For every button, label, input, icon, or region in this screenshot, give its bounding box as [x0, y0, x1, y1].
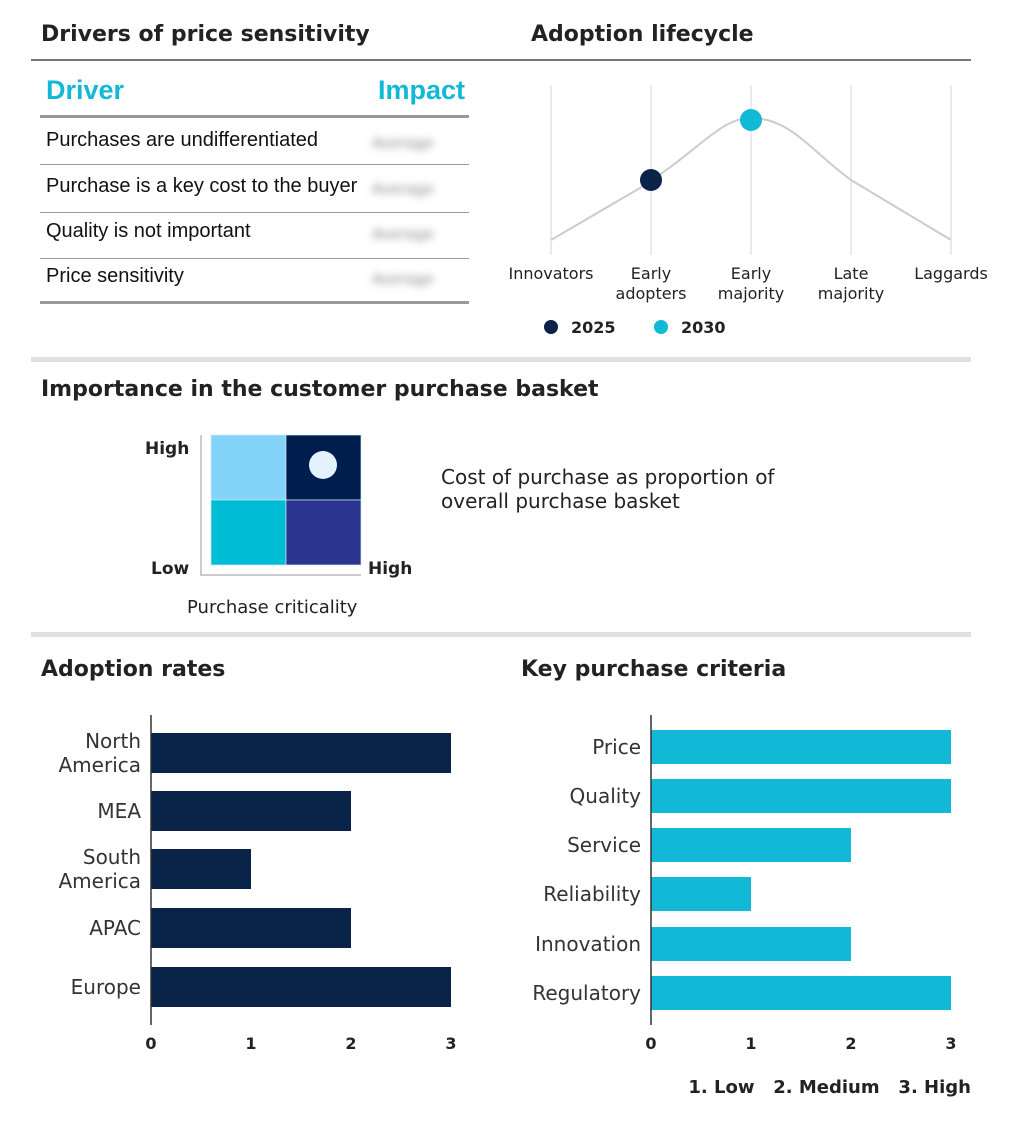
matrix-axes — [200, 435, 361, 576]
category-label: Innovation — [535, 932, 641, 956]
driver-cell: Quality is not important — [46, 220, 251, 242]
category-label: Innovators — [508, 264, 593, 283]
point-2030 — [740, 109, 762, 131]
category-label: America — [59, 869, 142, 893]
category-label: Laggards — [914, 264, 988, 283]
tick-label: 3 — [445, 1034, 456, 1053]
table-rule — [40, 115, 469, 118]
tick-label: 1 — [745, 1034, 756, 1053]
row-separator — [40, 212, 469, 213]
bar-europe — [151, 967, 451, 1007]
cell-low-low — [210, 499, 287, 566]
impact-cell: Average — [372, 134, 434, 152]
category-label: Europe — [71, 975, 141, 999]
bar-apac — [151, 908, 351, 948]
category-label: Regulatory — [532, 981, 641, 1005]
cell-low-high — [210, 434, 287, 501]
y-low-label: Low — [151, 559, 190, 579]
category-label: Price — [592, 735, 641, 759]
lifecycle-title: Adoption lifecycle — [531, 22, 754, 47]
header-rule — [31, 59, 971, 61]
adoption-rates-title: Adoption rates — [41, 657, 226, 682]
table-rule — [40, 301, 469, 304]
tick-label: 0 — [145, 1034, 156, 1053]
category-label: APAC — [89, 916, 141, 940]
bar-reliability — [651, 877, 751, 911]
bar-price — [651, 730, 951, 764]
kpc-title: Key purchase criteria — [521, 657, 787, 682]
tick-label: 3 — [945, 1034, 956, 1053]
impact-header: Impact — [377, 75, 465, 105]
category-label: MEA — [97, 799, 141, 823]
impact-cell: Average — [372, 270, 434, 288]
category-label: North — [85, 729, 141, 753]
bar-south-america — [151, 849, 251, 889]
row-separator — [40, 164, 469, 165]
matrix-xlabel: Purchase criticality — [187, 597, 358, 618]
legend-label: 2030 — [681, 318, 726, 337]
category-label: Service — [567, 833, 641, 857]
category-label: adopters — [616, 284, 687, 303]
selection-marker — [309, 451, 337, 479]
scale-legend: 1. Low 2. Medium 3. High — [688, 1077, 971, 1098]
cell-high-low — [285, 499, 362, 566]
legend-marker — [544, 320, 558, 334]
legend-marker — [654, 320, 668, 334]
category-label: Early — [731, 264, 771, 283]
section-divider — [31, 357, 971, 362]
driver-cell: Purchase is a key cost to the buyer — [46, 175, 358, 197]
impact-cell: Average — [372, 225, 434, 243]
bar-mea — [151, 791, 351, 831]
row-separator — [40, 258, 469, 259]
point-2025 — [640, 169, 662, 191]
category-label: Reliability — [543, 882, 641, 906]
bar-regulatory — [651, 976, 951, 1010]
section-divider — [31, 632, 971, 637]
tick-label: 0 — [645, 1034, 656, 1053]
impact-cell: Average — [372, 180, 434, 198]
category-label: South — [83, 845, 141, 869]
legend-label: 2025 — [571, 318, 616, 337]
bar-quality — [651, 779, 951, 813]
driver-cell: Price sensitivity — [46, 265, 184, 287]
category-label: majority — [818, 284, 884, 303]
category-label: Quality — [570, 784, 642, 808]
tick-label: 2 — [845, 1034, 856, 1053]
x-high-label: High — [368, 559, 413, 579]
matrix-description: overall purchase basket — [441, 489, 680, 513]
category-label: majority — [718, 284, 784, 303]
driver-header: Driver — [46, 75, 125, 105]
bar-north-america — [151, 733, 451, 773]
driver-cell: Purchases are undifferentiated — [46, 129, 319, 151]
tick-label: 1 — [245, 1034, 256, 1053]
bar-service — [651, 828, 851, 862]
category-label: Late — [834, 264, 869, 283]
importance-title: Importance in the customer purchase bask… — [41, 377, 599, 402]
drivers-title: Drivers of price sensitivity — [41, 22, 370, 47]
category-label: Early — [631, 264, 671, 283]
tick-label: 2 — [345, 1034, 356, 1053]
y-high-label: High — [145, 439, 190, 459]
matrix-description: Cost of purchase as proportion of — [441, 465, 775, 489]
category-label: America — [59, 753, 142, 777]
bar-innovation — [651, 927, 851, 961]
